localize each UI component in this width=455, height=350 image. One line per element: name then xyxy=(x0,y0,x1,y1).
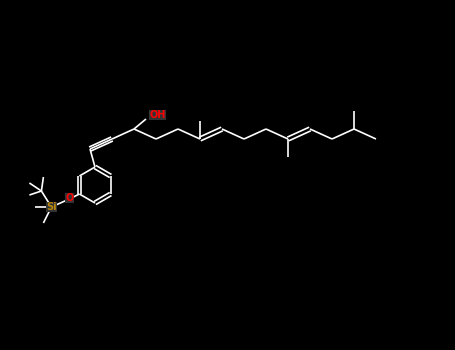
Text: O: O xyxy=(65,193,74,203)
Text: OH: OH xyxy=(149,110,165,120)
Text: Si: Si xyxy=(46,202,57,212)
